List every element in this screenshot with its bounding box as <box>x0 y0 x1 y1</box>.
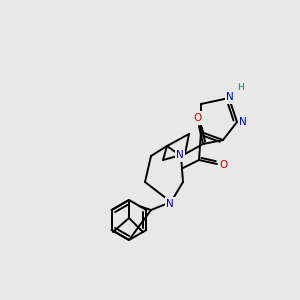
Text: N: N <box>226 92 234 102</box>
Text: O: O <box>194 113 202 123</box>
Text: N: N <box>239 117 247 127</box>
Text: H: H <box>238 82 244 91</box>
Text: N: N <box>176 150 184 160</box>
Text: N: N <box>166 199 174 209</box>
Text: O: O <box>220 160 228 170</box>
